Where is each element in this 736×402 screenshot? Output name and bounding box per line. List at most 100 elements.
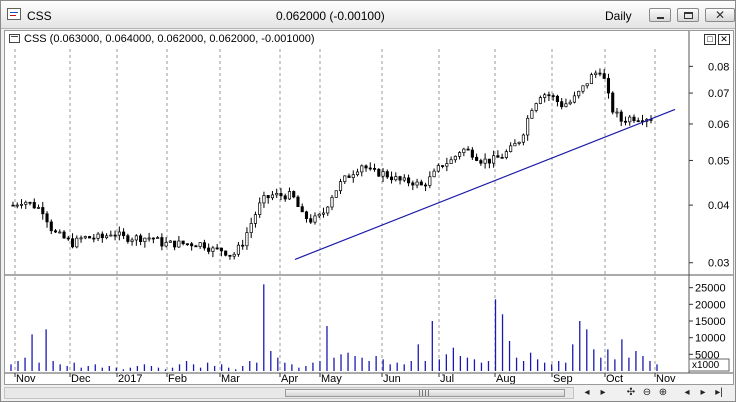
candle-body bbox=[424, 184, 428, 187]
candle-body bbox=[623, 120, 628, 123]
minimize-button[interactable] bbox=[649, 8, 671, 22]
candle-body bbox=[334, 190, 338, 198]
candle-body bbox=[100, 233, 104, 239]
pan-icon[interactable]: ✣ bbox=[626, 387, 636, 398]
candle-body bbox=[394, 176, 398, 181]
candle-body bbox=[211, 247, 215, 252]
candle-body bbox=[428, 176, 432, 186]
horizontal-scrollbar[interactable] bbox=[4, 387, 574, 399]
candle-body bbox=[126, 235, 130, 242]
candle-body bbox=[173, 240, 177, 248]
candle-body bbox=[360, 165, 364, 173]
candle-body bbox=[287, 191, 292, 200]
scroll-left-icon[interactable]: ◂ bbox=[584, 387, 590, 398]
price-tick-label: 0.04 bbox=[708, 200, 729, 212]
volume-unit-box bbox=[688, 358, 730, 372]
candle-body bbox=[500, 156, 504, 159]
date-tick-label: Apr bbox=[281, 373, 298, 384]
candle-body bbox=[330, 197, 334, 208]
candle-body bbox=[636, 120, 640, 123]
volume-unit-label: x1000 bbox=[692, 360, 720, 371]
volume-tick-label: 20000 bbox=[695, 299, 726, 311]
candle-body bbox=[462, 148, 466, 153]
title-bar[interactable]: CSS 0.062000 (-0.00100) Daily ✕ bbox=[1, 1, 735, 29]
candle-body bbox=[151, 237, 155, 240]
bottom-bar: ◂ ▸ ✣ ⊖ ⊕ ◂ ▸ ▸| bbox=[4, 385, 734, 401]
candle-body bbox=[509, 145, 513, 152]
chart-legend: CSS (0.063000, 0.064000, 0.062000, 0.062… bbox=[9, 33, 315, 45]
date-tick-label: Nov bbox=[16, 373, 36, 384]
candle-body bbox=[389, 176, 394, 181]
candle-body bbox=[475, 156, 479, 161]
candle-body bbox=[398, 176, 402, 181]
candle-body bbox=[66, 237, 70, 240]
candle-body bbox=[232, 253, 236, 257]
candle-body bbox=[466, 148, 470, 151]
candle-body bbox=[445, 163, 449, 167]
candle-body bbox=[496, 155, 500, 158]
candle-body bbox=[270, 194, 275, 199]
candle-body bbox=[83, 236, 87, 239]
candle-body bbox=[139, 235, 143, 243]
scroll-end-icon[interactable]: ▸| bbox=[715, 387, 723, 398]
candle-body bbox=[453, 155, 457, 161]
candle-body bbox=[517, 141, 521, 144]
candle-body bbox=[338, 181, 343, 192]
scroll-thumb[interactable] bbox=[285, 389, 565, 397]
candle-body bbox=[385, 171, 389, 178]
scroll-next-icon[interactable]: ▸ bbox=[700, 387, 706, 398]
candle-body bbox=[504, 151, 508, 158]
scroll-right-icon[interactable]: ▸ bbox=[600, 387, 606, 398]
pane-maximize-button[interactable]: □ bbox=[704, 34, 716, 45]
candle-body bbox=[326, 206, 330, 214]
candle-body bbox=[253, 214, 257, 224]
close-button[interactable]: ✕ bbox=[705, 8, 735, 22]
zoom-out-icon[interactable]: ⊖ bbox=[642, 387, 652, 398]
chart-svg[interactable]: Nov Dec 2017 Feb Mar Apr May Jun Jul Aug Sep Oct Nov… bbox=[5, 31, 733, 384]
date-tick-label: Sep bbox=[553, 373, 573, 384]
candle-body bbox=[606, 78, 611, 94]
candle-body bbox=[215, 247, 219, 250]
candle-body bbox=[241, 244, 245, 247]
candle-body bbox=[628, 116, 632, 123]
scroll-prev-icon[interactable]: ◂ bbox=[684, 387, 690, 398]
candle-body bbox=[547, 94, 551, 97]
candle-body bbox=[134, 235, 138, 241]
candle-body bbox=[88, 236, 92, 239]
candle-body bbox=[492, 155, 496, 164]
candle-body bbox=[487, 158, 491, 164]
date-tick-label: May bbox=[321, 373, 342, 384]
candle-body bbox=[526, 117, 530, 136]
candle-body bbox=[602, 73, 606, 79]
chart-area[interactable]: Nov Dec 2017 Feb Mar Apr May Jun Jul Aug Sep Oct Nov… bbox=[4, 30, 734, 385]
date-tick-label: Oct bbox=[606, 373, 623, 384]
zoom-in-icon[interactable]: ⊕ bbox=[658, 387, 668, 398]
candle-body bbox=[58, 231, 62, 234]
candle-body bbox=[534, 103, 538, 111]
candle-body bbox=[185, 243, 189, 246]
quote-readout: 0.062000 (-0.00100) bbox=[276, 9, 385, 23]
candle-body bbox=[53, 230, 58, 233]
candle-body bbox=[96, 233, 100, 239]
candle-body bbox=[62, 231, 66, 239]
candle-body bbox=[228, 254, 232, 257]
candle-body bbox=[551, 95, 555, 97]
candle-body bbox=[109, 234, 113, 237]
candle-body bbox=[300, 206, 304, 213]
maximize-button[interactable] bbox=[677, 8, 699, 22]
period-label[interactable]: Daily bbox=[605, 9, 632, 23]
candle-body bbox=[615, 111, 619, 114]
candle-body bbox=[419, 181, 423, 186]
candle-body bbox=[441, 165, 445, 167]
candle-body bbox=[113, 234, 117, 237]
pane-close-button[interactable]: ✕ bbox=[718, 34, 730, 45]
candle-body bbox=[143, 237, 147, 243]
candle-body bbox=[402, 177, 406, 181]
maximize-icon bbox=[684, 12, 693, 19]
candle-body bbox=[164, 242, 168, 247]
candle-body bbox=[415, 181, 419, 186]
candle-body bbox=[36, 207, 41, 209]
grip-icon bbox=[419, 390, 429, 396]
candle-body bbox=[564, 103, 568, 108]
candle-body bbox=[321, 212, 326, 215]
